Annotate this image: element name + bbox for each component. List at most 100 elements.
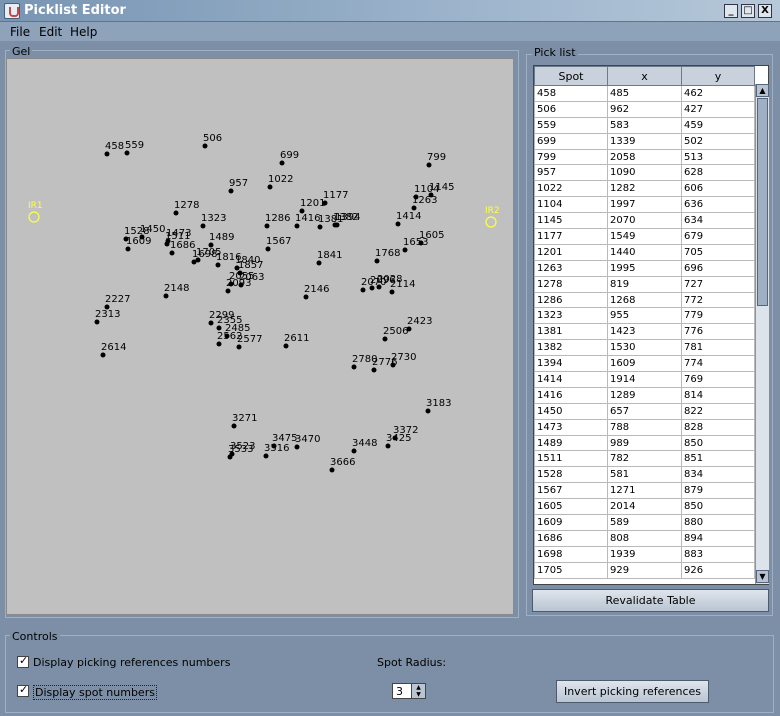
display-spots-checkbox[interactable] <box>17 683 29 697</box>
table-row[interactable]: 1382 1530 781 <box>534 339 755 357</box>
table-row[interactable]: 1705 929 926 <box>534 561 755 579</box>
spot-dot[interactable] <box>351 364 357 370</box>
spot-dot[interactable] <box>316 260 322 266</box>
cell-x[interactable]: 1282 <box>607 180 682 198</box>
revalidate-table-button[interactable]: Revalidate Table <box>532 589 769 612</box>
table-row[interactable]: 1286 1268 772 <box>534 291 755 309</box>
gel-spot[interactable]: 1416 <box>294 213 321 229</box>
spot-dot[interactable] <box>216 325 222 331</box>
gel-spot[interactable]: 1705 <box>195 247 222 263</box>
gel-spot[interactable]: 2227 <box>104 294 131 310</box>
cell-x[interactable]: 819 <box>607 275 682 293</box>
spot-dot[interactable] <box>228 188 234 194</box>
cell-x[interactable]: 1549 <box>607 228 682 245</box>
cell-x[interactable]: 589 <box>607 514 682 531</box>
cell-x[interactable]: 808 <box>607 529 682 547</box>
spot-dot[interactable] <box>225 288 231 294</box>
cell-x[interactable]: 962 <box>607 100 682 118</box>
cell-y[interactable]: 850 <box>681 434 755 452</box>
gel-spot[interactable]: 1840 <box>234 255 261 271</box>
spot-dot[interactable] <box>322 200 328 206</box>
gel-spot[interactable]: 1394 <box>334 212 361 228</box>
table-row[interactable]: 1381 1423 776 <box>534 323 755 341</box>
reference-marker[interactable] <box>28 211 40 223</box>
gel-spot[interactable]: 2423 <box>406 316 433 332</box>
cell-spot[interactable]: 1528 <box>534 466 608 484</box>
cell-x[interactable]: 1423 <box>607 323 682 341</box>
spot-dot[interactable] <box>334 222 340 228</box>
cell-x[interactable]: 989 <box>607 434 682 452</box>
gel-spot[interactable]: 1177 <box>322 190 349 206</box>
spot-dot[interactable] <box>317 224 323 230</box>
cell-spot[interactable]: 1263 <box>534 259 608 277</box>
gel-spot[interactable]: 2730 <box>390 352 417 368</box>
gel-spot[interactable]: 1857 <box>237 260 264 276</box>
cell-y[interactable]: 772 <box>681 291 755 309</box>
cell-spot[interactable]: 1567 <box>534 482 608 500</box>
gel-spot[interactable]: 1323 <box>200 213 227 229</box>
spot-dot[interactable] <box>389 289 395 295</box>
cell-y[interactable]: 427 <box>681 100 755 118</box>
spot-dot[interactable] <box>360 287 366 293</box>
spot-radius-value[interactable]: 3 <box>396 685 403 698</box>
spot-radius-spinner[interactable]: 3 ▲ ▼ <box>392 683 426 699</box>
cell-x[interactable]: 583 <box>607 116 682 134</box>
cell-y[interactable]: 628 <box>681 164 755 182</box>
menu-file[interactable]: File <box>10 25 31 39</box>
gel-spot[interactable]: 2148 <box>163 283 190 299</box>
gel-spot[interactable]: 2780 <box>351 354 378 370</box>
gel-spot[interactable]: 699 <box>279 150 300 166</box>
cell-y[interactable]: 851 <box>681 450 755 468</box>
spot-dot[interactable] <box>236 344 242 350</box>
cell-spot[interactable]: 1177 <box>534 228 608 245</box>
spot-dot[interactable] <box>104 151 110 157</box>
cell-x[interactable]: 1939 <box>607 545 682 563</box>
spot-dot[interactable] <box>283 343 289 349</box>
spot-dot[interactable] <box>411 205 417 211</box>
gel-spot[interactable]: 3470 <box>294 434 321 450</box>
cell-spot[interactable]: 1686 <box>534 529 608 547</box>
gel-spot[interactable]: 506 <box>202 133 223 149</box>
spot-dot[interactable] <box>123 236 129 242</box>
gel-spot[interactable]: 2096 <box>369 275 396 291</box>
cell-spot[interactable]: 1605 <box>534 498 608 516</box>
spot-dot[interactable] <box>303 294 309 300</box>
spot-dot[interactable] <box>271 443 277 449</box>
table-row[interactable]: 1394 1609 774 <box>534 355 755 373</box>
invert-picking-references-button[interactable]: Invert picking references <box>556 680 709 703</box>
column-header-spot[interactable]: Spot <box>534 66 608 86</box>
cell-y[interactable]: 850 <box>681 498 755 516</box>
cell-y[interactable]: 606 <box>681 180 755 198</box>
spot-dot[interactable] <box>238 282 244 288</box>
cell-spot[interactable]: 559 <box>534 116 608 134</box>
maximize-button[interactable]: □ <box>741 4 755 18</box>
table-row[interactable]: 1201 1440 705 <box>534 243 755 261</box>
reference-marker[interactable] <box>485 216 497 228</box>
cell-y[interactable]: 634 <box>681 212 755 230</box>
cell-y[interactable]: 781 <box>681 339 755 357</box>
cell-spot[interactable]: 1489 <box>534 434 608 452</box>
table-row[interactable]: 1414 1914 769 <box>534 371 755 388</box>
table-scrollbar[interactable]: ▲ ▼ <box>755 84 769 584</box>
cell-spot[interactable]: 699 <box>534 132 608 150</box>
gel-spot[interactable]: 1145 <box>428 182 455 198</box>
cell-x[interactable]: 1995 <box>607 259 682 277</box>
gel-spot[interactable]: 1686 <box>169 240 196 256</box>
cell-x[interactable]: 2014 <box>607 498 682 516</box>
cell-x[interactable]: 1271 <box>607 482 682 500</box>
spot-dot[interactable] <box>216 341 222 347</box>
minimize-button[interactable]: _ <box>724 4 738 18</box>
cell-y[interactable]: 814 <box>681 386 755 404</box>
cell-x[interactable]: 1997 <box>607 196 682 214</box>
spot-dot[interactable] <box>200 223 206 229</box>
cell-x[interactable]: 1268 <box>607 291 682 309</box>
gel-spot[interactable]: 1104 <box>413 184 440 200</box>
spot-dot[interactable] <box>125 246 131 252</box>
spot-dot[interactable] <box>234 265 240 271</box>
scroll-up-icon[interactable]: ▲ <box>756 84 769 97</box>
gel-spot[interactable]: 3475 <box>271 433 298 449</box>
table-row[interactable]: 1528 581 834 <box>534 466 755 484</box>
gel-spot[interactable]: 3516 <box>263 443 290 459</box>
spot-dot[interactable] <box>263 453 269 459</box>
